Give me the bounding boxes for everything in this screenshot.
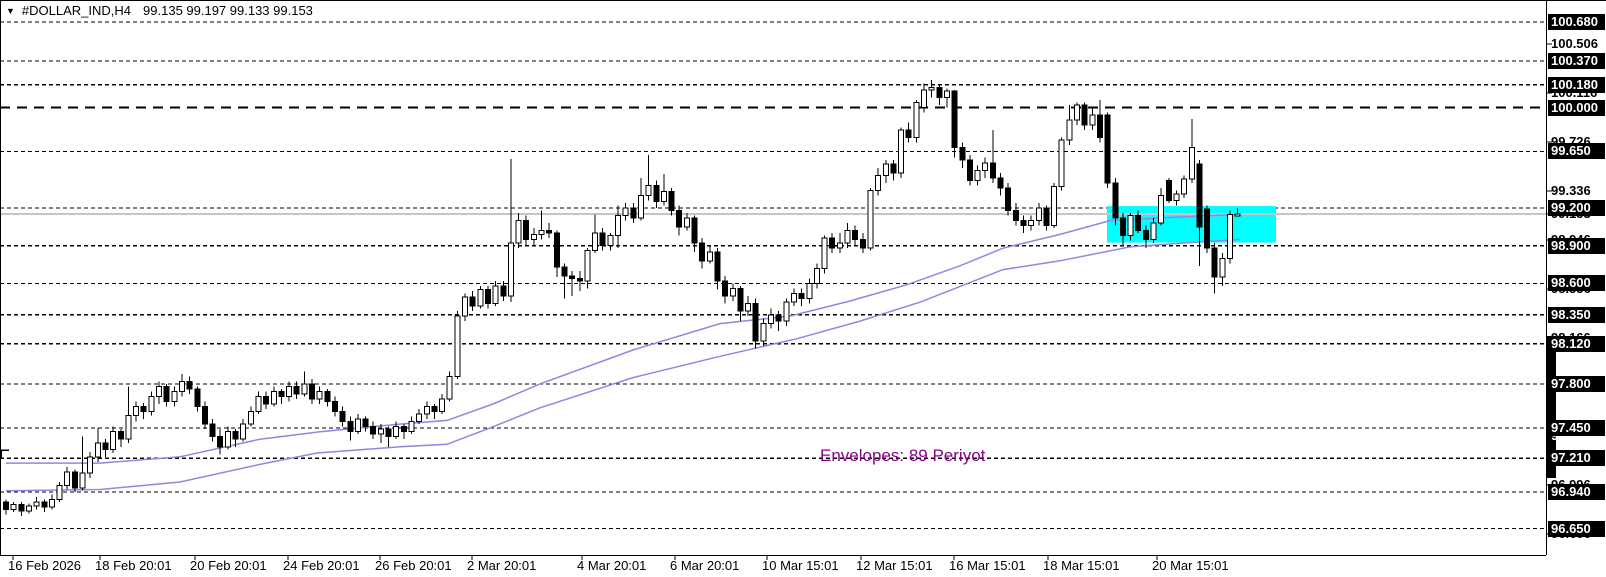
price-label: 100.180	[1548, 76, 1605, 93]
ohlc-values: 99.135 99.197 99.133 99.153	[143, 3, 313, 18]
price-scale-bar	[1547, 336, 1556, 478]
price-label: 97.800	[1548, 375, 1605, 392]
time-label: 10 Mar 15:01	[762, 558, 839, 573]
price-label: 100.370	[1548, 53, 1605, 69]
price-label: 99.336	[1551, 182, 1591, 198]
time-label: 2 Mar 20:01	[467, 558, 537, 573]
symbol-collapse-icon[interactable]: ▼	[6, 5, 15, 16]
time-label: 20 Mar 15:01	[1152, 558, 1229, 573]
price-label: 98.900	[1548, 237, 1605, 254]
time-label: 26 Feb 20:01	[375, 558, 452, 573]
time-label: 18 Feb 20:01	[95, 558, 172, 573]
price-label: 100.680	[1548, 14, 1605, 30]
price-label: 98.120	[1548, 335, 1605, 352]
price-scale[interactable]: 100.680100.506100.370100.180100.116100.0…	[1547, 0, 1606, 577]
highlight-zone	[1107, 206, 1276, 243]
price-label: 97.450	[1548, 419, 1605, 436]
price-label: 96.940	[1548, 484, 1605, 500]
price-label: 100.000	[1548, 99, 1605, 116]
time-label: 12 Mar 15:01	[856, 558, 933, 573]
time-label: 16 Mar 15:01	[949, 558, 1026, 573]
left-edge-marker	[0, 449, 9, 458]
price-label: 98.600	[1548, 275, 1605, 292]
envelope-lower-line	[5, 238, 1241, 492]
price-label: 100.506	[1551, 35, 1598, 51]
envelope-annotation[interactable]: Envelopes: 89 Periyot	[820, 446, 986, 465]
time-label: 20 Feb 20:01	[190, 558, 267, 573]
time-label: 6 Mar 20:01	[670, 558, 740, 573]
time-label: 18 Mar 15:01	[1043, 558, 1120, 573]
price-label: 97.210	[1548, 450, 1605, 467]
time-label: 16 Feb 2026	[8, 558, 82, 573]
chart-header: ▼ #DOLLAR_IND,H4 99.135 99.197 99.133 99…	[6, 3, 313, 18]
symbol-period-label: #DOLLAR_IND,H4	[21, 3, 132, 18]
price-label: 99.200	[1548, 200, 1605, 216]
time-scale[interactable]: 16 Feb 2026 18 Feb 20:01 20 Feb 20:01 24 Fe…	[0, 557, 1606, 577]
time-label: 4 Mar 20:01	[577, 558, 647, 573]
envelope-upper-line	[6, 213, 1241, 464]
time-label: 24 Feb 20:01	[283, 558, 360, 573]
price-label: 96.650	[1548, 520, 1605, 537]
price-label: 98.350	[1548, 306, 1605, 323]
price-label: 99.650	[1548, 143, 1605, 160]
